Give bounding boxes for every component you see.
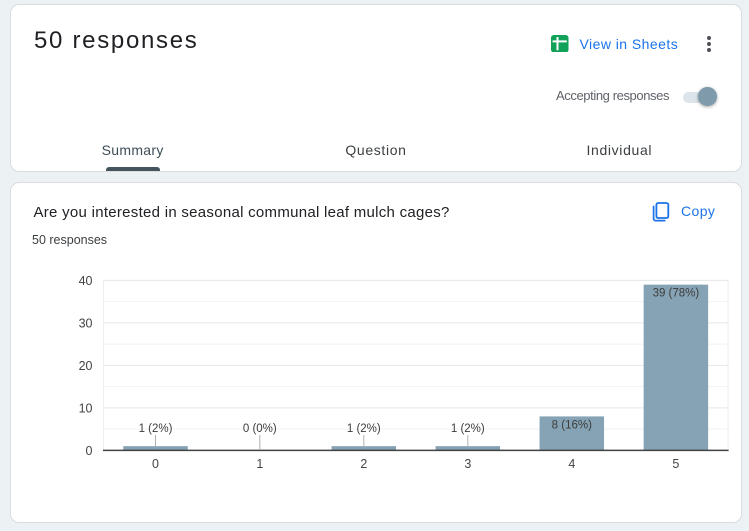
svg-text:0: 0 (86, 444, 93, 458)
svg-text:1 (2%): 1 (2%) (451, 423, 485, 435)
svg-text:39 (78%): 39 (78%) (653, 288, 700, 300)
svg-text:2: 2 (360, 457, 367, 471)
svg-text:1 (2%): 1 (2%) (347, 423, 381, 435)
svg-text:3: 3 (464, 457, 471, 471)
svg-text:1: 1 (256, 457, 263, 471)
svg-text:0: 0 (152, 457, 159, 471)
svg-text:20: 20 (79, 359, 93, 373)
svg-text:0 (0%): 0 (0%) (243, 423, 277, 435)
svg-text:30: 30 (79, 317, 93, 331)
svg-text:5: 5 (672, 457, 679, 471)
svg-text:10: 10 (79, 402, 93, 416)
svg-text:4: 4 (568, 457, 575, 471)
svg-text:40: 40 (79, 274, 93, 288)
svg-text:8 (16%): 8 (16%) (552, 419, 592, 431)
svg-text:1 (2%): 1 (2%) (139, 423, 173, 435)
